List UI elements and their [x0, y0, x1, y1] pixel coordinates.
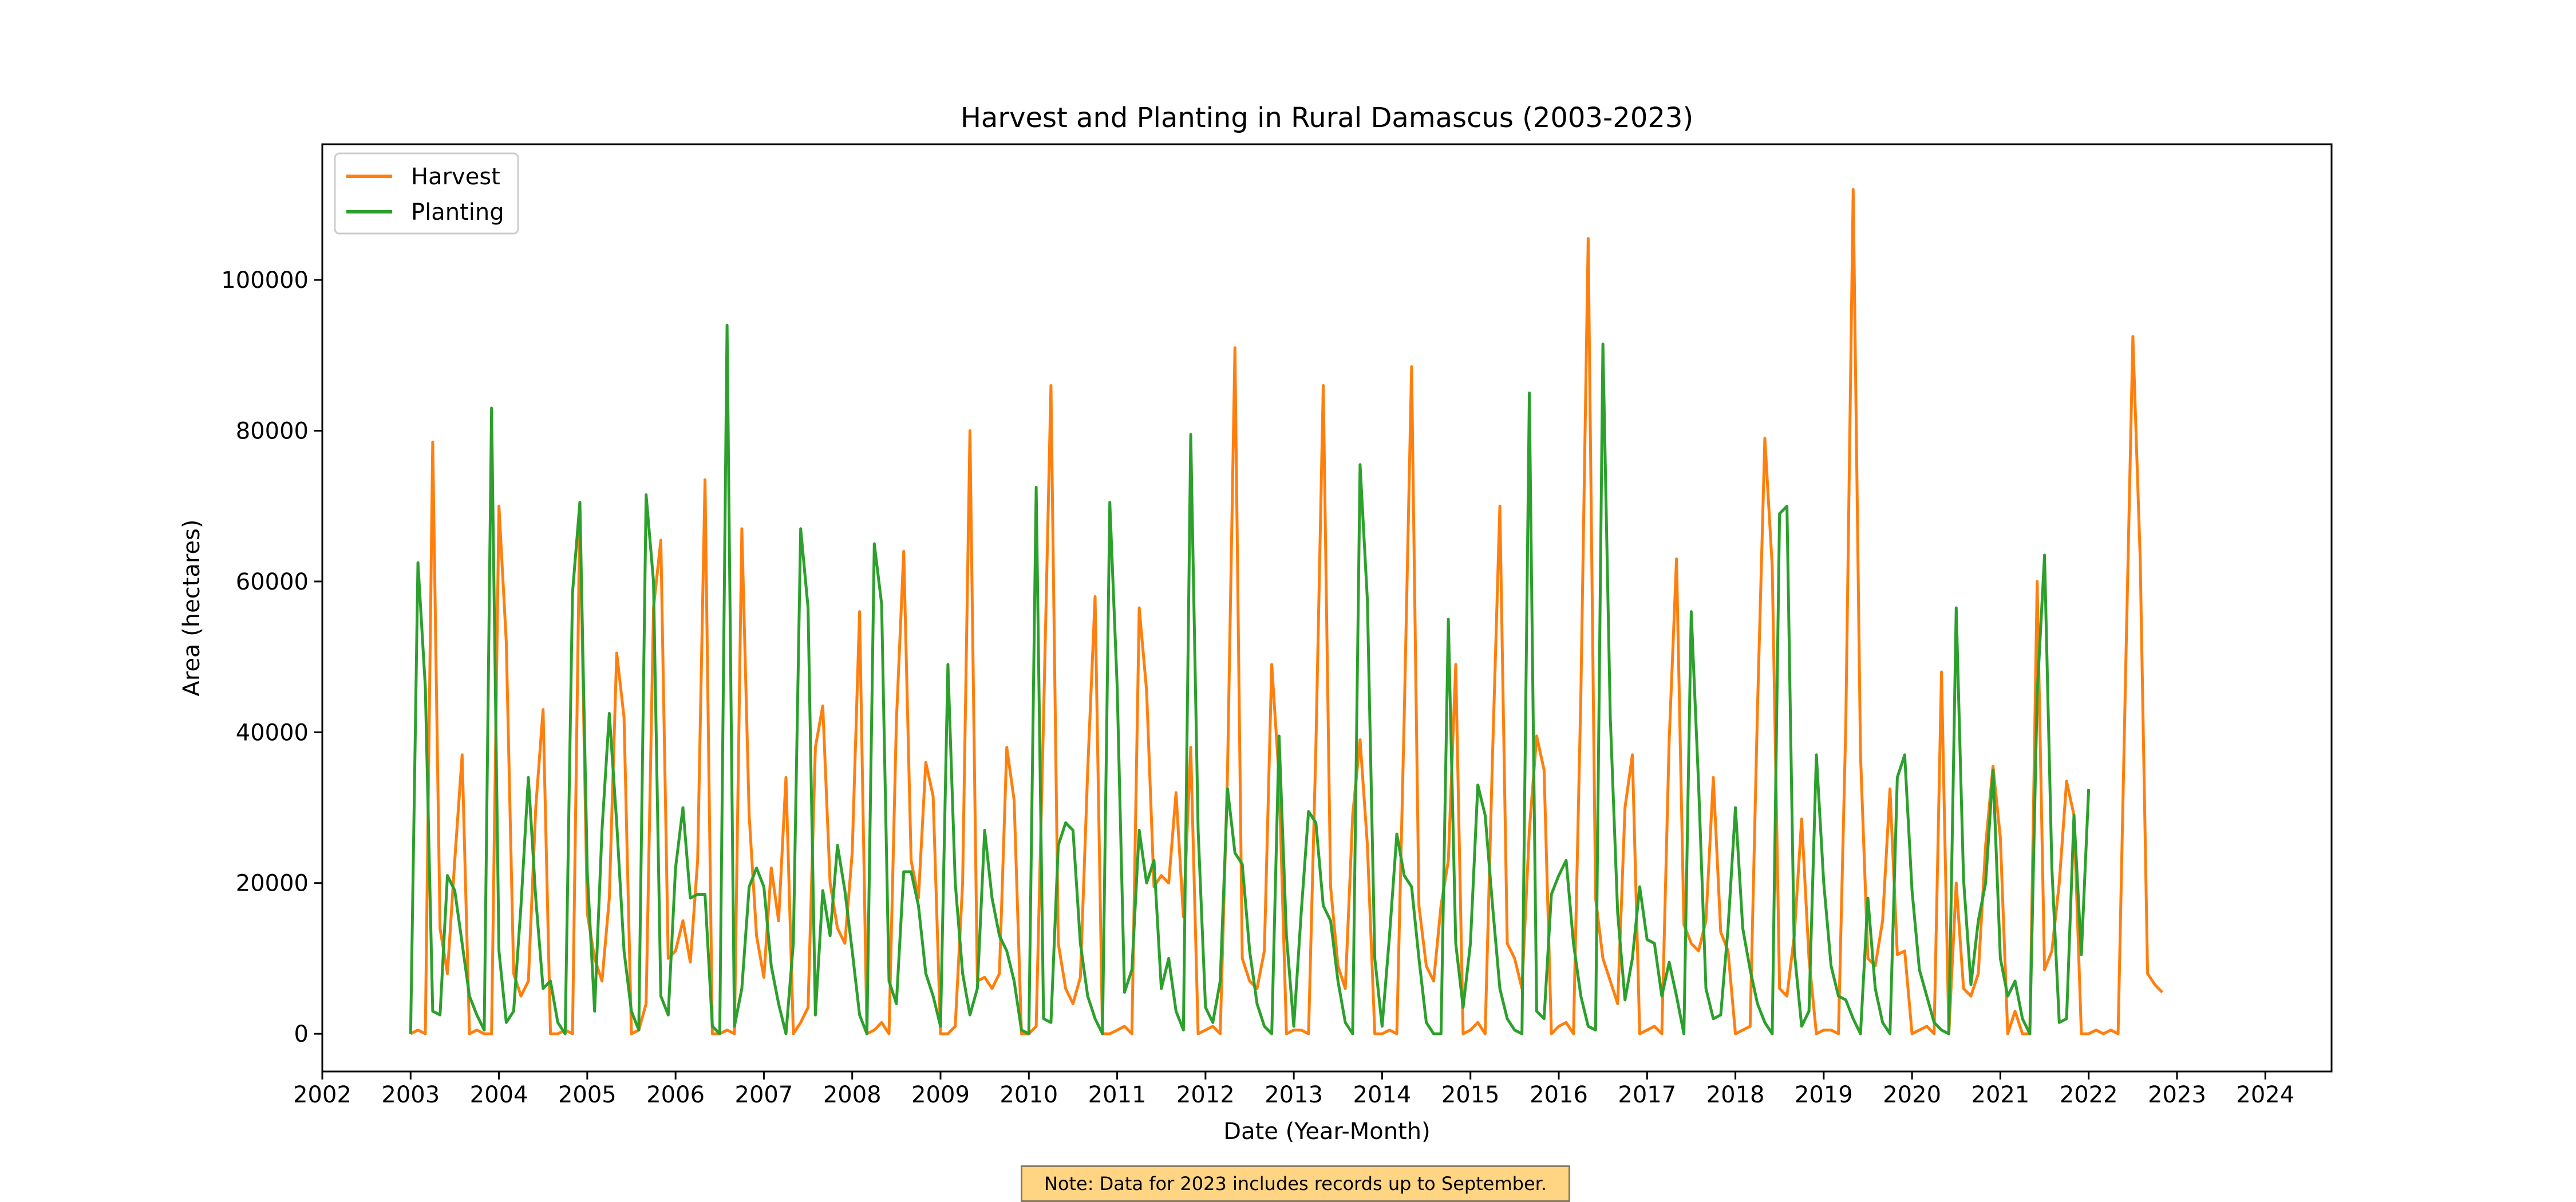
x-tick-label-2024: 2024: [2236, 1082, 2294, 1108]
x-tick-label-2005: 2005: [558, 1082, 617, 1108]
y-tick-label-60000: 60000: [236, 569, 309, 595]
plot-series: [409, 188, 2164, 1035]
x-tick-label-2016: 2016: [1530, 1082, 1588, 1108]
x-axis-label: Date (Year-Month): [1223, 1118, 1430, 1145]
y-tick-label-40000: 40000: [236, 719, 309, 746]
data-note-box: Note: Data for 2023 includes records up …: [1021, 1165, 1570, 1202]
x-tick-label-2008: 2008: [823, 1082, 882, 1108]
legend-planting-label: Planting: [411, 199, 504, 226]
series-line-harvest: [410, 188, 2164, 1035]
y-axis: 0 20000 40000 60000 80000 100000: [221, 267, 322, 1047]
x-tick-label-2012: 2012: [1176, 1082, 1235, 1108]
x-tick-label-2020: 2020: [1883, 1082, 1941, 1108]
x-tick-label-2007: 2007: [735, 1082, 793, 1108]
x-tick-label-2009: 2009: [911, 1082, 970, 1108]
y-tick-label-0: 0: [294, 1021, 309, 1047]
x-tick-label-2003: 2003: [381, 1082, 440, 1108]
x-tick-label-2021: 2021: [1971, 1082, 2030, 1108]
x-tick-label-2011: 2011: [1088, 1082, 1147, 1108]
x-axis: 2002 2003 2004 2005 2006 2007 2008 2009 2010 2011…: [293, 1071, 2294, 1108]
y-tick-label-100000: 100000: [221, 267, 309, 294]
y-tick-label-20000: 20000: [236, 871, 309, 897]
x-tick-label-2018: 2018: [1706, 1082, 1765, 1108]
data-note-text: Note: Data for 2023 includes records up …: [1044, 1173, 1547, 1195]
legend: Harvest Planting: [334, 152, 519, 235]
plot-area-frame: [321, 143, 2333, 1073]
x-tick-label-2002: 2002: [293, 1082, 351, 1108]
x-tick-label-2006: 2006: [646, 1082, 705, 1108]
legend-harvest-label: Harvest: [411, 164, 500, 190]
x-tick-label-2015: 2015: [1441, 1082, 1500, 1108]
x-tick-label-2013: 2013: [1265, 1082, 1323, 1108]
series-line-planting: [409, 323, 2091, 1035]
y-tick-label-80000: 80000: [236, 418, 309, 444]
x-tick-label-2017: 2017: [1618, 1082, 1676, 1108]
x-tick-label-2022: 2022: [2060, 1082, 2118, 1108]
x-tick-label-2014: 2014: [1353, 1082, 1412, 1108]
y-axis-label: Area (hectares): [179, 519, 205, 696]
x-tick-label-2019: 2019: [1795, 1082, 1853, 1108]
chart-title: Harvest and Planting in Rural Damascus (…: [961, 102, 1693, 134]
x-tick-label-2010: 2010: [999, 1082, 1058, 1108]
x-tick-label-2023: 2023: [2148, 1082, 2206, 1108]
x-tick-label-2004: 2004: [470, 1082, 528, 1108]
